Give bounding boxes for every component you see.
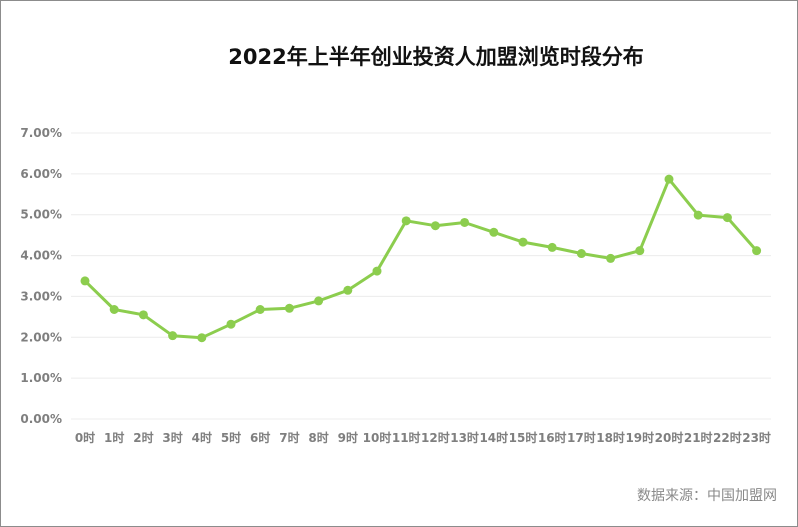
data-point [430,221,440,231]
x-tick-label: 12时 [421,430,450,445]
chart-title: 2022年上半年创业投资人加盟浏览时段分布 [228,45,644,69]
x-tick-label: 14时 [479,430,508,445]
data-point [314,296,324,306]
series-line [83,177,759,340]
data-point [284,303,294,313]
y-tick-label: 3.00% [20,289,62,303]
x-tick-label: 3时 [162,430,182,445]
x-tick-label: 7时 [279,430,299,445]
x-tick-label: 11时 [392,430,421,445]
x-axis-ticks: 0时 1时 2时 3时 4时 5时 6时 7时 8时 9时 10时 11时 12时 13时 14时 15时 16… [75,430,771,445]
data-point [664,174,674,184]
data-point [606,253,616,263]
data-point [372,266,382,276]
x-tick-label: 17时 [567,430,596,445]
data-point [576,249,586,259]
x-tick-label: 20时 [655,430,684,445]
x-tick-label: 23时 [742,430,771,445]
data-point [489,227,499,237]
series-line-group [83,177,759,340]
data-point [343,285,353,295]
data-point [109,305,119,315]
data-point [197,333,207,343]
x-tick-label: 1时 [104,430,124,445]
data-point [460,217,470,227]
data-point [722,213,732,223]
x-tick-label: 15时 [509,430,538,445]
y-tick-label: 6.00% [20,167,62,181]
y-tick-label: 1.00% [20,371,62,385]
x-tick-label: 5时 [221,430,241,445]
data-point [547,242,557,252]
data-point [168,331,178,341]
x-tick-label: 18时 [596,430,625,445]
x-tick-label: 4时 [192,430,212,445]
series-points [80,174,762,343]
y-tick-label: 4.00% [20,249,62,263]
x-tick-label: 16时 [538,430,567,445]
x-tick-label: 6时 [250,430,270,445]
data-point [226,319,236,329]
data-point [752,246,762,256]
data-point [255,305,265,315]
data-point [693,210,703,220]
y-tick-label: 0.00% [20,412,62,426]
x-tick-label: 2时 [133,430,153,445]
y-tick-label: 2.00% [20,330,62,344]
data-point [635,246,645,256]
y-axis-ticks: 0.00% 1.00% 2.00% 3.00% 4.00% 5.00% 6.00% 7.00% [20,126,62,426]
data-point [518,237,528,247]
x-tick-label: 22时 [713,430,742,445]
x-tick-label: 10时 [363,430,392,445]
source-note: 数据来源：中国加盟网 [637,488,777,504]
x-tick-label: 21时 [684,430,713,445]
y-tick-label: 5.00% [20,208,62,222]
x-tick-label: 9时 [338,430,358,445]
x-tick-label: 19时 [625,430,654,445]
data-point [401,216,411,226]
x-tick-label: 8时 [308,430,328,445]
data-point [138,310,148,320]
data-point [80,276,90,286]
x-tick-label: 13时 [450,430,479,445]
y-tick-label: 7.00% [20,126,62,140]
x-tick-label: 0时 [75,430,95,445]
